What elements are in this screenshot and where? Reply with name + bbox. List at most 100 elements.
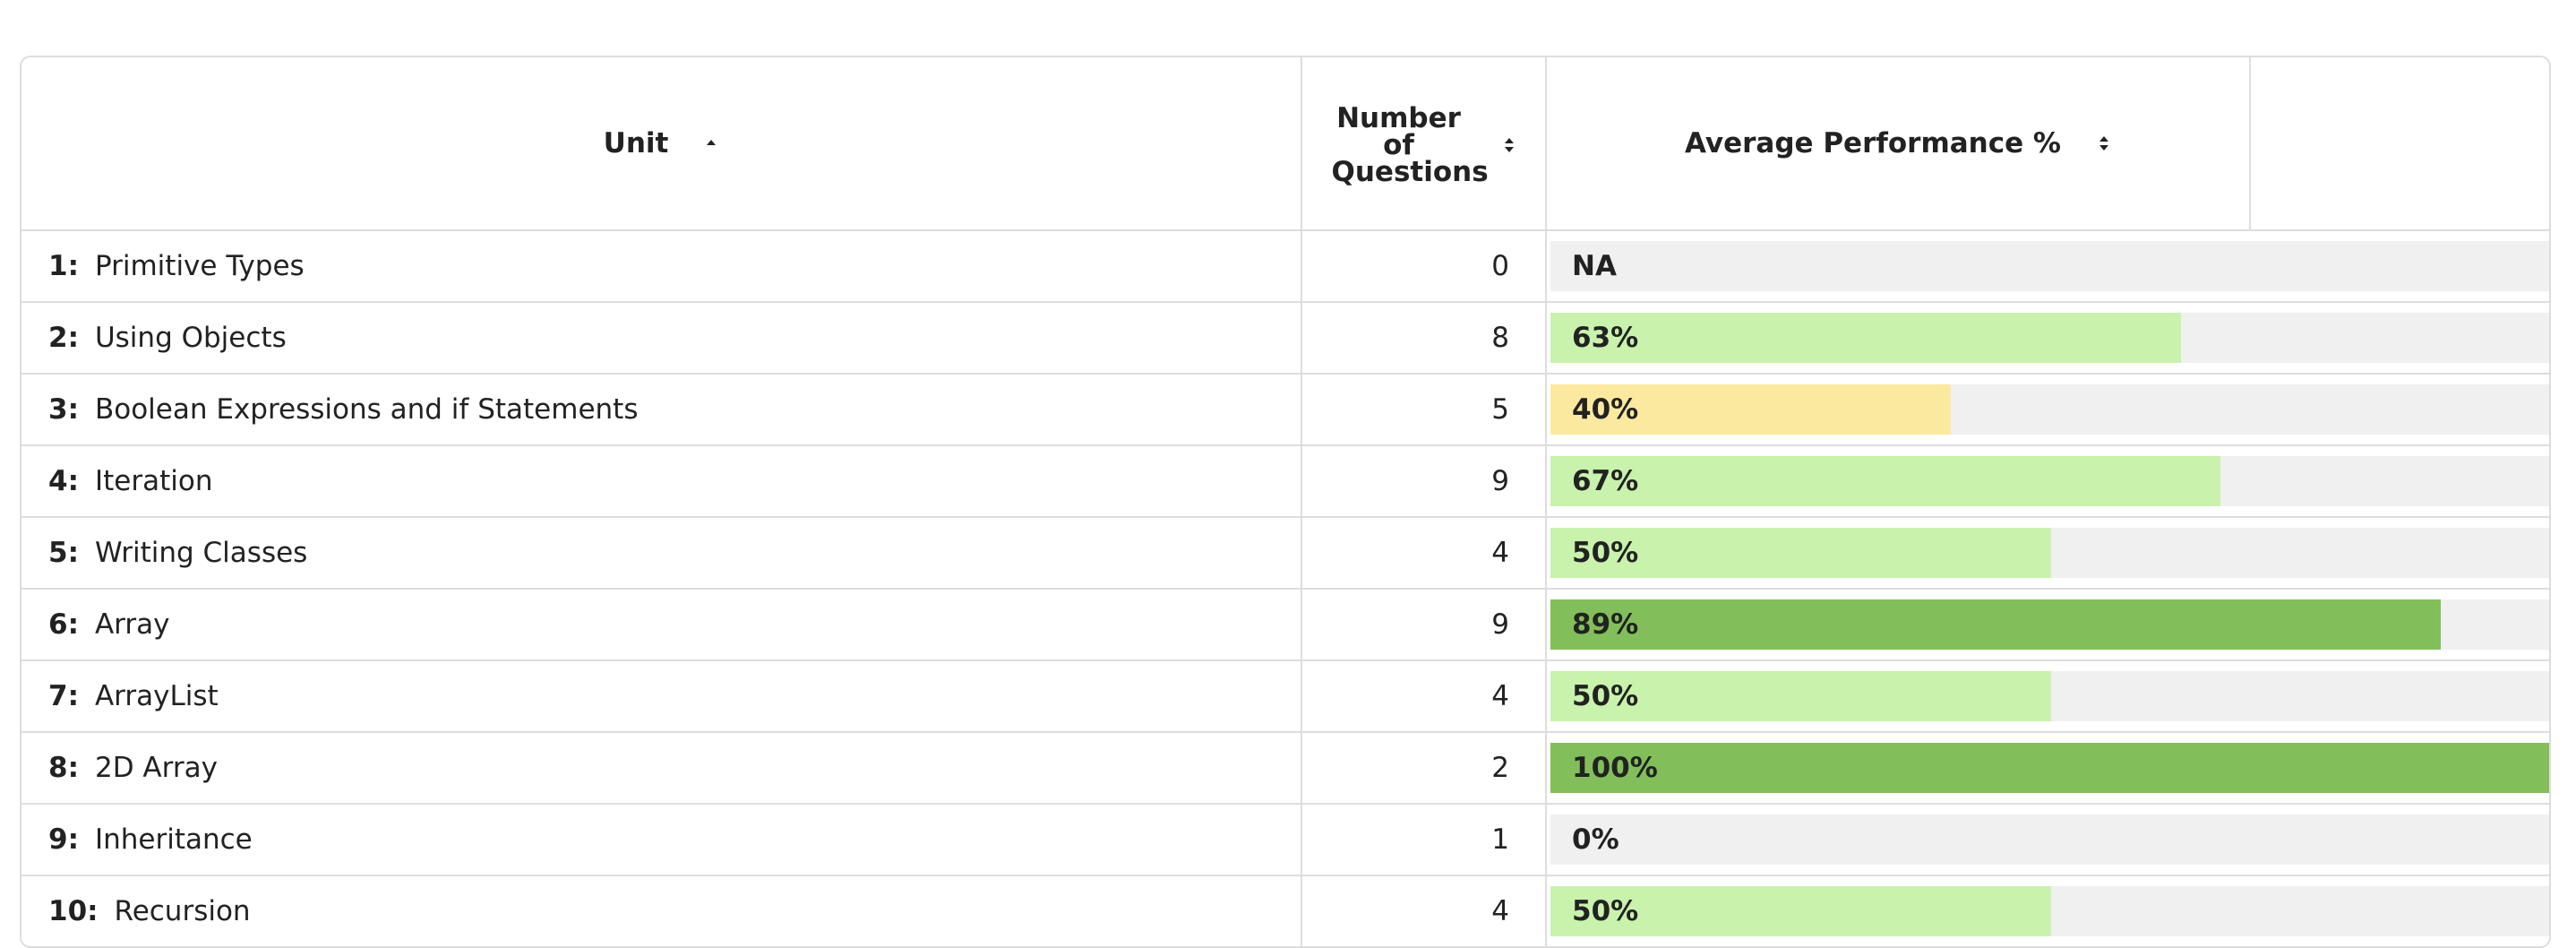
question-count: 9 [1301,445,1547,518]
question-count: 5 [1301,374,1547,446]
question-count: 4 [1301,875,1547,946]
table: Unit Number of Questions Average Perform… [21,57,2549,946]
unit-number: 4: [48,465,79,497]
performance-cell: 63% [1546,302,2549,375]
unit-number: 10: [48,895,99,927]
bar-track: 40% [1550,384,2549,435]
performance-table: Unit Number of Questions Average Perform… [20,56,2551,948]
row: 4: Iteration 9 67% [21,445,2549,518]
page: Unit Number of Questions Average Perform… [20,56,2551,948]
unit-name: 2D Array [94,752,218,784]
sort-icon[interactable] [2097,132,2111,155]
row: 5: Writing Classes 4 50% [21,517,2549,590]
bar-track: 50% [1550,528,2549,578]
unit-name: Using Objects [94,322,287,354]
performance-bar [1550,456,2221,506]
unit-cell: 8: 2D Array [21,732,1302,805]
question-count: 9 [1301,589,1547,661]
bar-track: 63% [1550,313,2549,363]
unit-number: 6: [48,608,79,641]
performance-label: 50% [1572,895,1639,927]
performance-header[interactable]: Average Performance % [1546,57,2251,231]
unit-name: Inheritance [94,823,253,856]
unit-number: 7: [48,680,79,712]
row: 7: ArrayList 4 50% [21,660,2549,733]
unit-cell: 5: Writing Classes [21,517,1302,590]
performance-bar [1550,671,2051,721]
table-body: 1: Primitive Types 0 NA 2: Using Objects 8 63% 3… [21,230,2549,946]
question-count: 4 [1301,660,1547,733]
header-text: Average Performance % [1685,127,2061,159]
header-text: Unit [603,127,669,159]
row: 8: 2D Array 2 100% [21,732,2549,805]
performance-bar [1550,384,1951,435]
performance-label: NA [1572,250,1617,282]
performance-label: 50% [1572,537,1639,569]
performance-cell: 40% [1546,374,2549,446]
performance-bar [1550,599,2442,650]
performance-bar [1550,528,2051,578]
unit-cell: 3: Boolean Expressions and if Statements [21,374,1302,446]
question-count: 0 [1301,230,1547,303]
performance-label: 40% [1572,393,1639,426]
question-count: 4 [1301,517,1547,590]
unit-cell: 2: Using Objects [21,302,1302,375]
bar-track: 50% [1550,886,2549,936]
performance-label: 0% [1572,823,1619,856]
unit-number: 1: [48,250,79,282]
unit-number: 9: [48,823,79,856]
performance-label: 89% [1572,608,1639,641]
bar-track: 89% [1550,599,2549,650]
unit-name: Writing Classes [94,537,308,569]
unit-name: Iteration [94,465,213,497]
sort-icon[interactable] [704,132,718,155]
row: 1: Primitive Types 0 NA [21,230,2549,303]
performance-cell: 67% [1546,445,2549,518]
sort-icon[interactable] [1502,134,1516,157]
unit-number: 2: [48,322,79,354]
unit-name: Recursion [114,895,251,927]
question-count: 2 [1301,732,1547,805]
unit-cell: 6: Array [21,589,1302,661]
bar-track: 0% [1550,814,2549,865]
unit-cell: 10: Recursion [21,875,1302,946]
unit-cell: 4: Iteration [21,445,1302,518]
header-text: Number of Questions [1331,101,1489,188]
performance-cell: 0% [1546,804,2549,876]
unit-number: 8: [48,752,79,784]
unit-cell: 9: Inheritance [21,804,1302,876]
unit-header[interactable]: Unit [21,57,1302,231]
performance-cell: 50% [1546,660,2549,733]
performance-label: 100% [1572,752,1658,784]
questions-header[interactable]: Number of Questions [1301,57,1547,231]
performance-cell: 100% [1546,732,2549,805]
unit-cell: 1: Primitive Types [21,230,1302,303]
performance-label: 50% [1572,680,1639,712]
bar-track: 100% [1550,743,2549,793]
unit-number: 5: [48,537,79,569]
performance-label: 67% [1572,465,1639,497]
row: 2: Using Objects 8 63% [21,302,2549,375]
question-count: 8 [1301,302,1547,375]
question-count: 1 [1301,804,1547,876]
bar-track: 50% [1550,671,2549,721]
row: 9: Inheritance 1 0% [21,804,2549,876]
header-row: Unit Number of Questions Average Perform… [21,57,2549,231]
bar-track: NA [1550,241,2549,291]
row: 10: Recursion 4 50% [21,875,2549,946]
unit-name: Primitive Types [94,250,305,282]
performance-cell: 89% [1546,589,2549,661]
performance-label: 63% [1572,322,1639,354]
empty-header [2250,57,2549,231]
unit-name: ArrayList [94,680,219,712]
performance-bar [1550,743,2549,793]
unit-name: Boolean Expressions and if Statements [94,393,639,426]
row: 6: Array 9 89% [21,589,2549,661]
row: 3: Boolean Expressions and if Statements 5… [21,374,2549,446]
performance-bar [1550,313,2181,363]
unit-number: 3: [48,393,79,426]
bar-track: 67% [1550,456,2549,506]
unit-cell: 7: ArrayList [21,660,1302,733]
unit-name: Array [94,608,170,641]
performance-cell: NA [1546,230,2549,303]
